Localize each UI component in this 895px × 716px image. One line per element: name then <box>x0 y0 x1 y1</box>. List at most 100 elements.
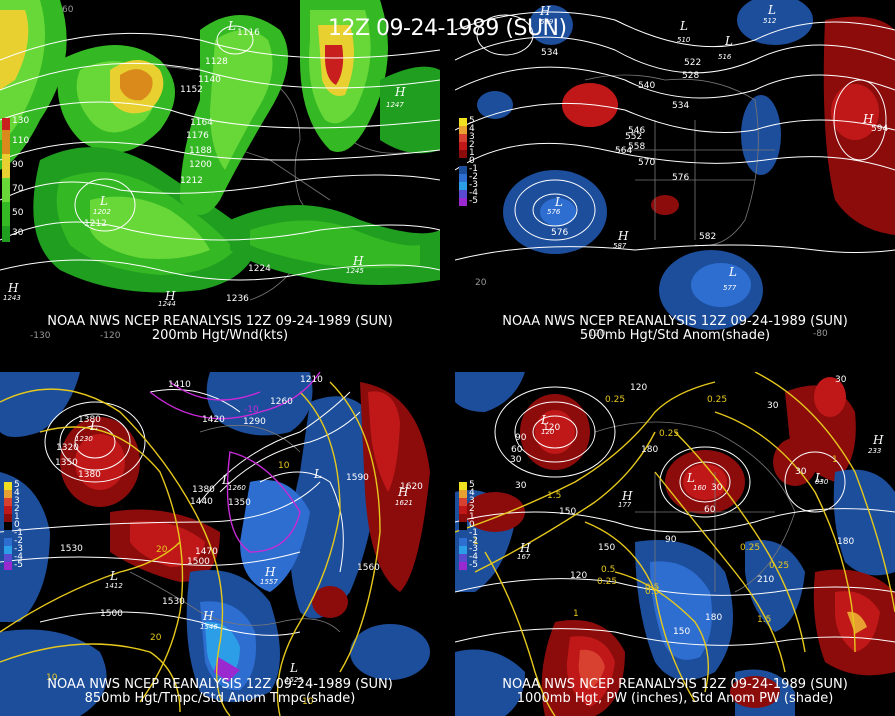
svg-text:1620: 1620 <box>400 482 423 492</box>
legend-label: 30 <box>12 228 24 238</box>
svg-text:1380: 1380 <box>78 415 101 425</box>
svg-text:1152: 1152 <box>180 85 203 95</box>
legend-label: 2 <box>14 504 20 514</box>
svg-text:0.25: 0.25 <box>597 577 617 587</box>
legend-swatch <box>4 546 12 554</box>
svg-text:540: 540 <box>638 81 655 91</box>
svg-text:177: 177 <box>618 501 632 509</box>
svg-text:1260: 1260 <box>270 397 293 407</box>
svg-text:1380: 1380 <box>192 485 215 495</box>
legend-swatch <box>459 514 467 522</box>
svg-text:150: 150 <box>559 507 576 517</box>
legend-swatch <box>459 498 467 506</box>
svg-text:120: 120 <box>570 571 587 581</box>
svg-text:1176: 1176 <box>186 131 209 141</box>
legend-swatch <box>459 530 467 538</box>
svg-text:1.5: 1.5 <box>757 615 771 625</box>
svg-text:1212: 1212 <box>180 176 203 186</box>
legend-label: -3 <box>469 544 478 554</box>
legend-swatch <box>2 226 10 242</box>
svg-text:1260: 1260 <box>228 484 246 492</box>
legend-label: 50 <box>12 208 24 218</box>
svg-text:516: 516 <box>718 53 732 61</box>
svg-text:10: 10 <box>46 673 58 683</box>
svg-text:180: 180 <box>641 445 658 455</box>
legend-swatch <box>459 126 467 134</box>
legend-label: 4 <box>14 488 20 498</box>
legend-swatch <box>4 498 12 506</box>
svg-text:90: 90 <box>665 535 677 545</box>
svg-text:10: 10 <box>278 461 290 471</box>
svg-text:180: 180 <box>705 613 722 623</box>
edge-label: -120 <box>100 331 121 341</box>
svg-text:1557: 1557 <box>260 578 278 586</box>
contour-labels-200mb: 1116 1128 1140 1152 1164 1176 1188 1200 … <box>84 28 271 304</box>
legend-swatch <box>459 182 467 190</box>
legend-label: -2 <box>14 536 23 546</box>
legend-label: 5 <box>14 480 20 490</box>
svg-text:1140: 1140 <box>198 75 221 85</box>
caption-line-2: 200mb Hgt/Wnd(kts) <box>151 328 289 343</box>
legend-label: 1 <box>14 512 20 522</box>
pressure-centers-850mb: L 1230 L 1412 H 1557 H 1546 H 1621 L 152… <box>75 419 413 684</box>
panel-caption: NOAA NWS NCEP REANALYSIS 12Z 09-24-1989 … <box>0 315 440 343</box>
legend-swatch <box>4 490 12 498</box>
legend-label: 5 <box>469 480 475 490</box>
legend-swatch <box>4 522 12 530</box>
legend-label: -4 <box>14 552 23 562</box>
svg-text:L: L <box>89 419 98 433</box>
svg-text:1: 1 <box>573 609 579 619</box>
svg-text:210: 210 <box>757 575 774 585</box>
svg-text:H: H <box>264 565 276 579</box>
map-1000mb: 120 120 90 60 30 30 150 180 150 120 90 6… <box>455 372 895 716</box>
svg-text:030: 030 <box>815 478 829 486</box>
caption-line-1: NOAA NWS NCEP REANALYSIS 12Z 09-24-1989 … <box>502 314 848 329</box>
svg-text:594: 594 <box>871 124 888 134</box>
svg-text:0.25: 0.25 <box>740 543 760 553</box>
svg-text:546: 546 <box>628 126 645 136</box>
anomaly-shading-1000mb <box>455 372 895 716</box>
contour-labels-1000mb: 120 120 90 60 30 30 150 180 150 120 90 6… <box>510 375 854 637</box>
svg-text:1320: 1320 <box>56 443 79 453</box>
svg-text:-10: -10 <box>244 405 259 415</box>
svg-text:576: 576 <box>672 173 689 183</box>
map-500mb: 534 522 528 540 534 546 552 558 564 570 … <box>455 0 895 345</box>
svg-text:1380: 1380 <box>78 470 101 480</box>
legend-swatch <box>459 158 467 166</box>
legend-label: -2 <box>469 536 478 546</box>
svg-text:1245: 1245 <box>346 267 364 275</box>
svg-text:1212: 1212 <box>84 219 107 229</box>
svg-text:510: 510 <box>677 36 691 44</box>
legend-label: 2 <box>469 504 475 514</box>
panel-1000mb: 120 120 90 60 30 30 150 180 150 120 90 6… <box>455 372 895 716</box>
svg-text:233: 233 <box>868 447 881 455</box>
legend-label: 0 <box>469 520 475 530</box>
svg-text:L: L <box>313 467 322 481</box>
svg-text:1412: 1412 <box>105 582 123 590</box>
legend-label: 4 <box>469 124 475 134</box>
svg-text:0.25: 0.25 <box>605 395 625 405</box>
svg-text:L: L <box>686 471 695 485</box>
svg-text:H: H <box>352 254 364 268</box>
legend-swatch <box>459 190 467 198</box>
panel-850mb: 1410 1380 1320 1350 1380 1260 1420 1290 … <box>0 372 440 716</box>
pressure-centers-1000mb: L 120 H 167 H 177 L 160 H 233 L 030 <box>517 413 884 561</box>
svg-text:60: 60 <box>511 445 523 455</box>
svg-text:1440: 1440 <box>190 497 213 507</box>
svg-text:1500: 1500 <box>100 609 123 619</box>
temp-labels-850mb: 20 20 10 10 -10 10 <box>46 405 314 707</box>
svg-text:0.5: 0.5 <box>645 583 659 593</box>
svg-text:30: 30 <box>711 483 723 493</box>
svg-text:1500: 1500 <box>187 557 210 567</box>
height-contours-1000mb <box>455 386 895 646</box>
svg-text:167: 167 <box>517 553 531 561</box>
svg-text:120: 120 <box>543 423 560 433</box>
legend-swatch <box>459 562 467 570</box>
legend-label: -1 <box>14 528 23 538</box>
edge-label: -120 <box>585 329 606 339</box>
legend-label: 3 <box>469 496 475 506</box>
pressure-centers-200mb: L L 1202 H 1244 H 1245 H 1243 H 1247 <box>3 19 406 308</box>
svg-text:0.25: 0.25 <box>707 395 727 405</box>
edge-label: -80 <box>813 329 828 339</box>
panel-caption: NOAA NWS NCEP REANALYSIS 12Z 09-24-1989 … <box>455 315 895 343</box>
